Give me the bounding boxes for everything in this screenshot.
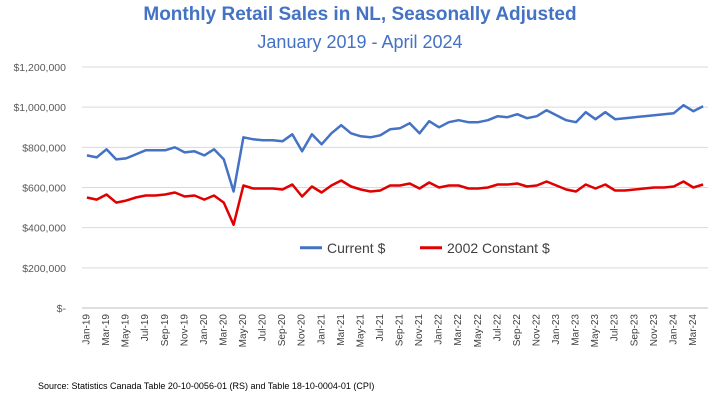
series-line-current bbox=[86, 103, 704, 193]
x-tick-label: Mar-22 bbox=[453, 314, 464, 346]
x-tick-label: Mar-23 bbox=[571, 314, 582, 346]
x-tick-label: Sep-23 bbox=[629, 314, 640, 347]
x-tick-label: Jan-20 bbox=[199, 314, 210, 345]
x-tick-label: May-20 bbox=[238, 314, 249, 348]
x-tick-label: Jan-22 bbox=[434, 314, 445, 345]
x-tick-label: Mar-21 bbox=[336, 314, 347, 346]
x-tick-label: Sep-22 bbox=[512, 314, 523, 347]
x-tick-label: Nov-22 bbox=[531, 314, 542, 347]
x-tick-label: Jul-23 bbox=[610, 314, 621, 342]
x-tick-label: Jul-22 bbox=[492, 314, 503, 342]
y-tick-label: $800,000 bbox=[22, 142, 66, 154]
chart-subtitle: January 2019 - April 2024 bbox=[257, 32, 463, 52]
x-tick-label: May-19 bbox=[121, 314, 132, 348]
x-tick-label: May-23 bbox=[590, 314, 601, 348]
x-tick-label: Jan-21 bbox=[316, 314, 327, 345]
x-tick-label: Sep-20 bbox=[277, 314, 288, 347]
x-tick-label: Jan-19 bbox=[82, 314, 93, 345]
x-tick-label: Nov-19 bbox=[179, 314, 190, 347]
x-tick-label: Jul-21 bbox=[375, 314, 386, 342]
x-tick-label: Sep-21 bbox=[395, 314, 406, 347]
x-tick-label: Jan-23 bbox=[551, 314, 562, 345]
line-chart: $- $200,000 $400,000 $600,000 $800,000 $1,000… bbox=[13, 62, 708, 348]
x-tick-label: May-21 bbox=[355, 314, 366, 348]
x-tick-label: Sep-19 bbox=[160, 314, 171, 347]
y-tick-label: $200,000 bbox=[22, 263, 66, 275]
x-tick-label: Nov-23 bbox=[649, 314, 660, 347]
x-tick-label: Nov-20 bbox=[297, 314, 308, 347]
y-tick-label: $1,000,000 bbox=[13, 102, 66, 114]
x-tick-label: Jan-24 bbox=[668, 314, 679, 345]
x-tick-label: Nov-21 bbox=[414, 314, 425, 347]
y-tick-label: $1,200,000 bbox=[13, 62, 66, 74]
x-tick-label: May-22 bbox=[473, 314, 484, 348]
x-tick-label: Mar-24 bbox=[688, 314, 699, 346]
source-note: Source: Statistics Canada Table 20-10-00… bbox=[38, 381, 375, 391]
y-tick-label: $600,000 bbox=[22, 183, 66, 195]
series-line-constant bbox=[86, 179, 704, 226]
chart-title: Monthly Retail Sales in NL, Seasonally A… bbox=[143, 4, 577, 25]
x-tick-label: Jul-19 bbox=[140, 314, 151, 342]
x-tick-label: Jul-20 bbox=[258, 314, 269, 342]
legend-current-label: Current $ bbox=[327, 240, 386, 256]
x-tick-label: Mar-19 bbox=[101, 314, 112, 346]
y-tick-label: $- bbox=[57, 303, 67, 315]
y-tick-label: $400,000 bbox=[22, 223, 66, 235]
x-tick-label: Mar-20 bbox=[218, 314, 229, 346]
legend-constant-label: 2002 Constant $ bbox=[447, 240, 550, 256]
